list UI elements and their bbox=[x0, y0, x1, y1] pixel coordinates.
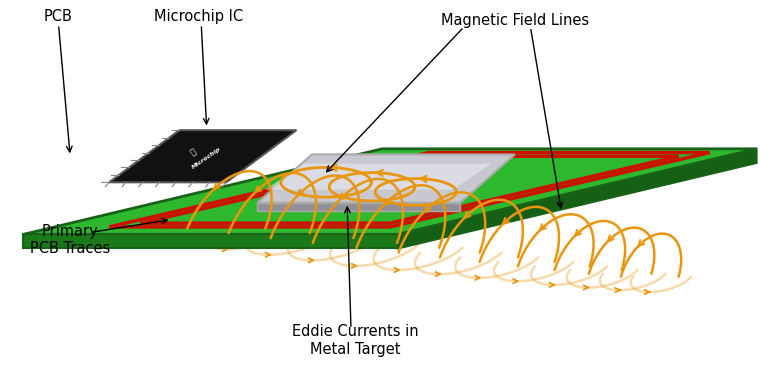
Polygon shape bbox=[257, 203, 460, 211]
Text: Eddie Currents in
Metal Target: Eddie Currents in Metal Target bbox=[292, 324, 418, 357]
Text: Microchip IC: Microchip IC bbox=[154, 9, 243, 24]
Polygon shape bbox=[23, 234, 398, 248]
Polygon shape bbox=[265, 164, 491, 190]
Text: Magnetic Field Lines: Magnetic Field Lines bbox=[441, 13, 589, 28]
Text: PCB: PCB bbox=[44, 9, 73, 24]
Polygon shape bbox=[398, 149, 757, 248]
Text: Microchip: Microchip bbox=[191, 146, 222, 170]
Text: Primary
PCB Traces: Primary PCB Traces bbox=[30, 224, 110, 256]
Polygon shape bbox=[257, 154, 515, 203]
Polygon shape bbox=[109, 130, 296, 182]
Text: Ⓜ: Ⓜ bbox=[189, 147, 198, 157]
Polygon shape bbox=[23, 149, 757, 234]
